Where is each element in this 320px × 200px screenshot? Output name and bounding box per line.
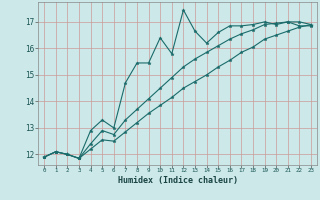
X-axis label: Humidex (Indice chaleur): Humidex (Indice chaleur) — [118, 176, 238, 185]
